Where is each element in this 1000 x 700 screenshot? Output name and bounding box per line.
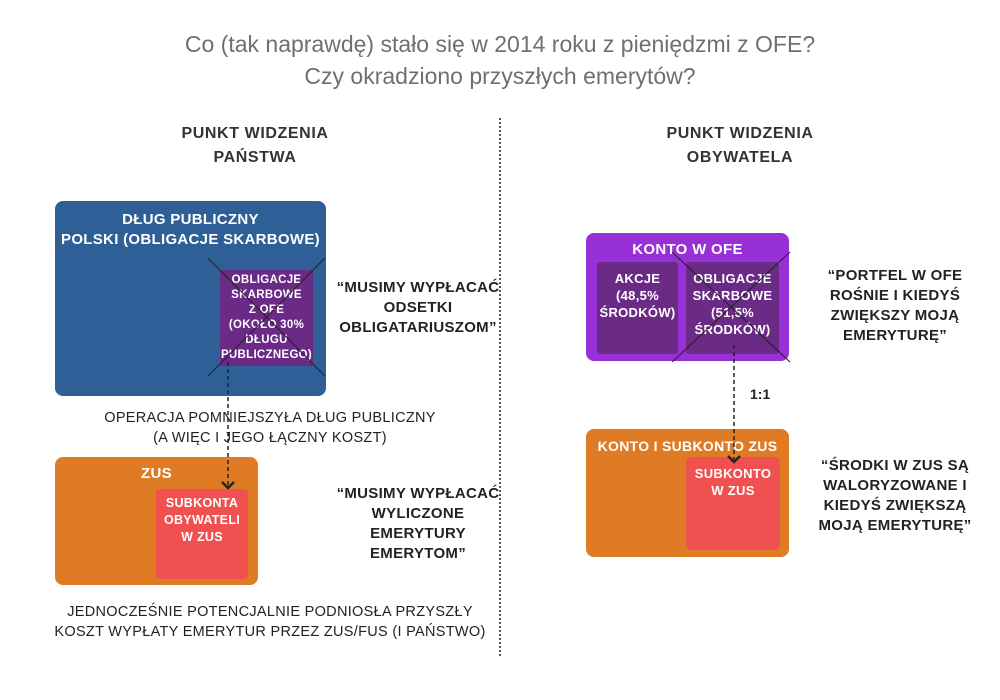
ratio-label: 1:1 [750, 386, 771, 402]
quote-zus-left-line-1: “MUSIMY WYPŁACAĆ [336, 485, 500, 502]
ofe-bonds-label-line-1: OBLIGACJE [231, 274, 302, 286]
quote-zus-right-line-1: “ŚRODKI W ZUS SĄ [820, 457, 970, 474]
ofe-bonds-label-line-6: PUBLICZNEGO) [220, 349, 313, 361]
caption-zus-line-2: KOSZT WYPŁATY EMERYTUR PRZEZ ZUS/FUS (I … [54, 624, 486, 640]
zus-sub-right-line-2: W ZUS [711, 483, 755, 498]
caption-zus: JEDNOCZEŚNIE POTENCJALNIE PODNIOSŁA PRZY… [40, 602, 500, 642]
right-heading: PUNKT WIDZENIA OBYWATELA [615, 122, 865, 170]
left-heading-line-1: PUNKT WIDZENIA [181, 125, 329, 142]
quote-zus-right: “ŚRODKI W ZUS SĄ WALORYZOWANE I KIEDYŚ Z… [795, 456, 995, 536]
center-divider [499, 118, 501, 656]
zus-left-label: ZUS [141, 465, 172, 482]
quote-zus-left-line-3: EMERYTURY [370, 525, 466, 542]
caption-debt-line-2: (A WIĘC I JEGO ŁĄCZNY KOSZT) [153, 430, 387, 446]
ofe-bonds-right-line-2: SKARBOWE [692, 288, 773, 303]
zus-account-right-label: KONTO I SUBKONTO ZUS [597, 438, 778, 454]
quote-zus-right-line-2: WALORYZOWANE I [823, 477, 967, 494]
quote-ofe-line-1: “PORTFEL W OFE [827, 267, 963, 284]
ofe-bonds-label-line-5: DŁUGU [245, 334, 288, 346]
ofe-stocks-line-3: ŚRODKÓW) [599, 305, 676, 320]
right-heading-line-2: OBYWATELA [686, 149, 794, 166]
quote-ofe: “PORTFEL W OFE ROŚNIE I KIEDYŚ ZWIĘKSZY … [800, 266, 990, 346]
left-heading: PUNKT WIDZENIA PAŃSTWA [130, 122, 380, 170]
ofe-stocks-line-2: (48,5% [616, 288, 659, 303]
caption-debt: OPERACJA POMNIEJSZYŁA DŁUG PUBLICZNY (A … [60, 408, 480, 448]
cross-line-left-2 [207, 257, 326, 377]
quote-zus-left-line-4: EMERYTOM” [369, 545, 467, 562]
zus-subaccount-right-box: SUBKONTO W ZUS [686, 457, 780, 550]
zus-subaccounts-left-box: SUBKONTA OBYWATELI W ZUS [156, 489, 248, 579]
quote-debt-line-2: ODSETKI [383, 299, 453, 316]
ofe-bonds-label-line-2: SKARBOWE [231, 289, 302, 301]
quote-zus-left-line-2: WYLICZONE [371, 505, 465, 522]
quote-zus-left: “MUSIMY WYPŁACAĆ WYLICZONE EMERYTURY EME… [318, 484, 518, 564]
page-title-line-2: Czy okradziono przyszłych emerytów? [304, 63, 696, 89]
public-debt-label-line-1: DŁUG PUBLICZNY [122, 211, 259, 228]
page-title-line-1: Co (tak naprawdę) stało się w 2014 roku … [184, 31, 816, 57]
quote-debt-line-3: OBLIGATARIUSZOM” [339, 319, 497, 336]
quote-ofe-line-3: ZWIĘKSZY MOJĄ [830, 307, 960, 324]
zus-sub-left-line-3: W ZUS [181, 530, 223, 544]
ofe-stocks-line-1: AKCJE [614, 271, 661, 286]
zus-sub-left-line-2: OBYWATELI [163, 513, 241, 527]
zus-sub-left-line-1: SUBKONTA [165, 496, 239, 510]
quote-debt: “MUSIMY WYPŁACAĆ ODSETKI OBLIGATARIUSZOM… [318, 278, 518, 338]
quote-ofe-line-4: EMERYTURĘ” [842, 327, 948, 344]
left-heading-line-2: PAŃSTWA [213, 149, 297, 166]
ofe-account-label: KONTO W OFE [632, 241, 743, 258]
quote-zus-right-line-4: MOJĄ EMERYTURĘ” [818, 517, 972, 534]
ofe-bonds-label-line-4: (OKOŁO 30% [228, 319, 305, 331]
quote-ofe-line-2: ROŚNIE I KIEDYŚ [829, 287, 961, 304]
cross-line-right-2 [671, 251, 791, 363]
ofe-stocks-box: AKCJE (48,5% ŚRODKÓW) [597, 262, 678, 354]
zus-sub-right-line-1: SUBKONTO [694, 466, 772, 481]
caption-zus-line-1: JEDNOCZEŚNIE POTENCJALNIE PODNIOSŁA PRZY… [67, 604, 473, 620]
ofe-bonds-right-line-1: OBLIGACJE [693, 271, 772, 286]
quote-zus-right-line-3: KIEDYŚ ZWIĘKSZĄ [823, 497, 967, 514]
caption-debt-line-1: OPERACJA POMNIEJSZYŁA DŁUG PUBLICZNY [104, 410, 436, 426]
public-debt-label-line-2: POLSKI (OBLIGACJE SKARBOWE) [61, 231, 320, 248]
right-heading-line-1: PUNKT WIDZENIA [666, 125, 814, 142]
ofe-bonds-label-line-3: Z OFE [248, 304, 285, 316]
quote-debt-line-1: “MUSIMY WYPŁACAĆ [336, 279, 500, 296]
